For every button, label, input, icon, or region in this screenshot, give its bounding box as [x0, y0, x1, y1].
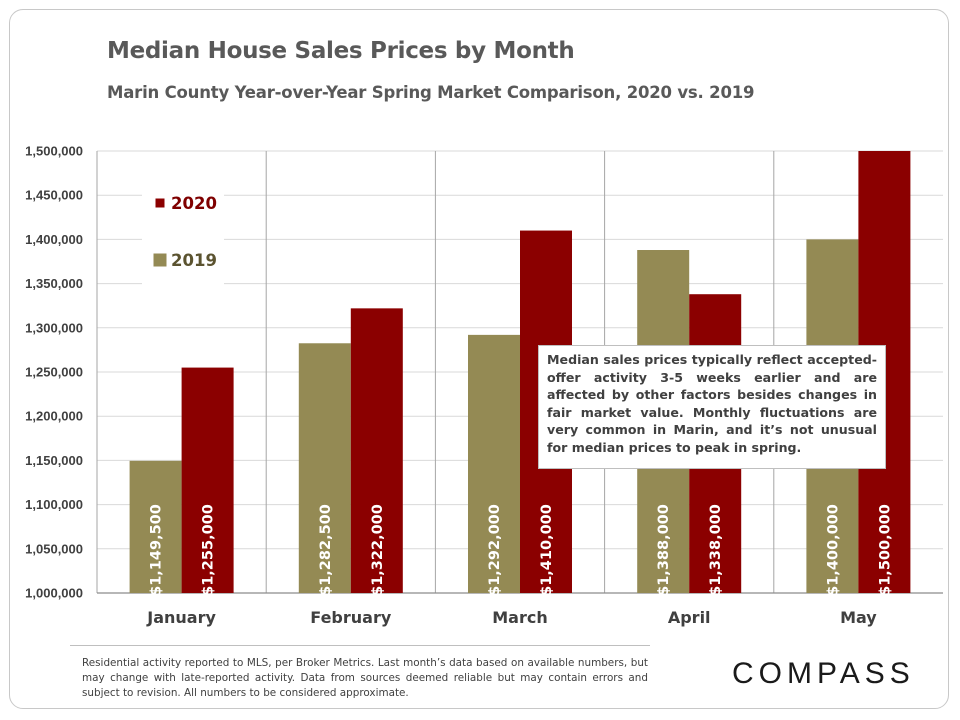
x-tick-label: April — [668, 608, 711, 627]
y-tick-label: 1,150,000 — [25, 453, 83, 468]
y-tick-label: 1,400,000 — [25, 232, 83, 247]
data-label: $1,410,000 — [539, 504, 555, 596]
y-tick-label: 1,050,000 — [25, 541, 83, 556]
y-tick-label: 1,350,000 — [25, 276, 83, 291]
y-tick-label: 1,250,000 — [25, 365, 83, 380]
bar-2019 — [468, 334, 520, 593]
data-label: $1,255,000 — [201, 504, 217, 596]
bar-2020 — [181, 367, 234, 593]
data-label: $1,282,500 — [318, 504, 334, 596]
x-tick-label: March — [492, 608, 547, 627]
data-label: $1,322,000 — [370, 504, 386, 596]
legend-swatch-2020 — [155, 198, 165, 208]
compass-logo: COMPASS — [732, 657, 915, 690]
legend-background — [142, 180, 224, 285]
legend-label-2020: 2020 — [171, 194, 217, 213]
data-label: $1,400,000 — [825, 504, 841, 596]
footnote-divider — [70, 645, 650, 646]
data-label: $1,500,000 — [877, 504, 893, 596]
x-tick-label: January — [146, 608, 216, 627]
y-tick-label: 1,500,000 — [25, 144, 83, 159]
y-tick-label: 1,300,000 — [25, 320, 83, 335]
x-tick-label: February — [310, 608, 392, 627]
y-tick-label: 1,450,000 — [25, 188, 83, 203]
y-tick-label: 1,100,000 — [25, 497, 83, 512]
slide-frame — [9, 9, 949, 709]
chart-subtitle: Marin County Year-over-Year Spring Marke… — [107, 83, 755, 102]
legend-label-2019: 2019 — [171, 251, 217, 270]
bar-2019 — [298, 343, 351, 593]
legend-swatch-2019 — [153, 253, 167, 267]
data-label: $1,149,500 — [149, 504, 165, 596]
data-label: $1,292,000 — [487, 504, 503, 596]
bar-2020 — [350, 308, 403, 593]
bar-2019 — [129, 460, 182, 593]
y-tick-label: 1,200,000 — [25, 409, 83, 424]
x-tick-label: May — [840, 608, 877, 627]
data-label: $1,338,000 — [708, 504, 724, 596]
annotation-box: Median sales prices typically reflect ac… — [538, 345, 886, 469]
y-tick-label: 1,000,000 — [25, 586, 83, 601]
chart-title: Median House Sales Prices by Month — [107, 38, 575, 64]
footnote: Residential activity reported to MLS, pe… — [82, 657, 648, 699]
data-label: $1,388,000 — [656, 504, 672, 596]
